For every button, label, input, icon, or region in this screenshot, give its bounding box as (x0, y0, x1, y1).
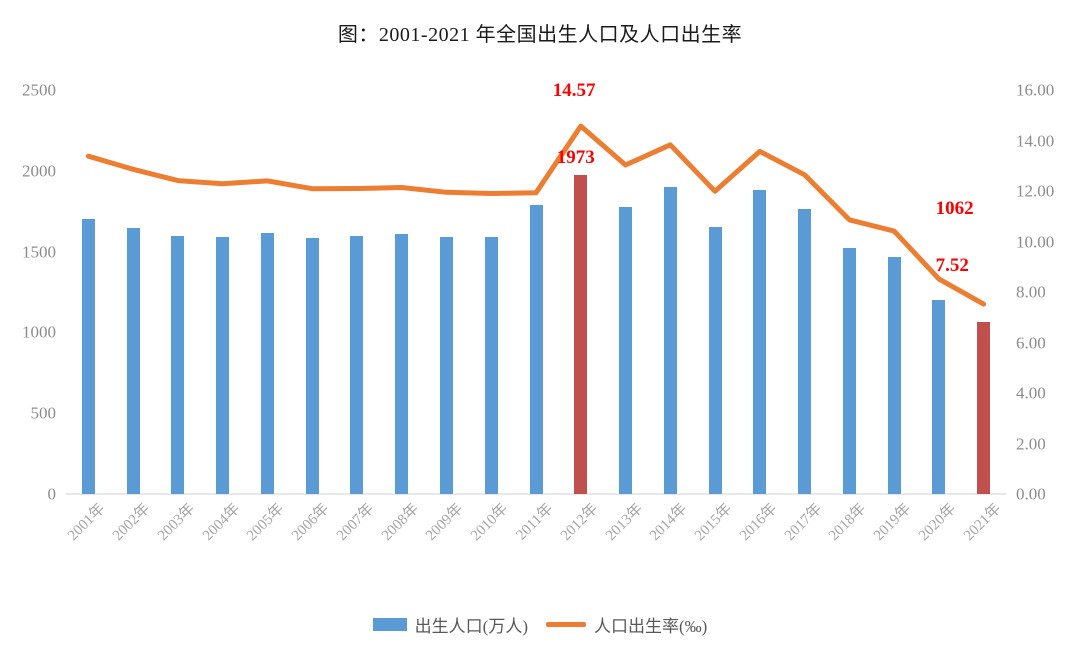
x-axis-labels: 2001年 2002年 2003年 2004年 2005年 2006年 2007年 2008年… (65, 498, 1006, 588)
bar-2021年[interactable] (977, 322, 991, 494)
bar-2020年[interactable] (932, 300, 946, 494)
legend-label-birth-population: 出生人口(万人) (414, 617, 528, 636)
x-axis-baseline (66, 493, 1006, 495)
bar-2005年[interactable] (260, 232, 274, 494)
annotation-population-2021年: 1062 (935, 198, 974, 220)
bar-2017年[interactable] (798, 208, 812, 494)
legend-item-birth-population[interactable]: 出生人口(万人) (372, 612, 528, 637)
bar-2013年[interactable] (619, 207, 633, 494)
y-axis-right-tick: 4.00 (1016, 383, 1046, 403)
bar-2011年[interactable] (529, 205, 543, 494)
chart-legend: 出生人口(万人) 人口出生率(‰) (0, 612, 1080, 637)
bar-2009年[interactable] (439, 236, 453, 494)
y-axis-left-tick: 1500 (22, 242, 56, 262)
bar-2014年[interactable] (663, 187, 677, 494)
bar-2003年[interactable] (171, 235, 185, 494)
bar-swatch-icon (372, 618, 407, 631)
y-axis-left-tick: 0 (47, 484, 57, 504)
bar-2006年[interactable] (305, 237, 319, 494)
bar-2018年[interactable] (842, 247, 856, 494)
y-axis-left-tick: 1000 (22, 322, 56, 342)
plot-area: 14.57 1973 7.52 1062 (66, 81, 1006, 494)
legend-label-birth-rate: 人口出生率(‰) (594, 617, 708, 636)
bar-2001年[interactable] (81, 218, 95, 494)
bar-2015年[interactable] (708, 226, 722, 494)
line-swatch-icon (546, 622, 586, 627)
y-axis-right-tick: 12.00 (1016, 181, 1055, 201)
bar-2019年[interactable] (887, 257, 901, 494)
y-axis-left-tick: 2500 (22, 80, 56, 100)
y-axis-right-tick: 10.00 (1016, 232, 1055, 251)
bar-2016年[interactable] (753, 189, 767, 494)
chart-title: 图：2001-2021 年全国出生人口及人口出生率 (337, 24, 743, 46)
bar-2004年[interactable] (216, 236, 230, 494)
y-axis-right-tick: 14.00 (1016, 131, 1055, 150)
bar-2002年[interactable] (126, 227, 140, 494)
annotation-rate-2012年: 14.57 (552, 80, 596, 102)
annotation-rate-2021年: 7.52 (935, 255, 969, 277)
y-axis-right-tick: 6.00 (1016, 333, 1046, 352)
bar-2007年[interactable] (350, 236, 364, 494)
bar-2008年[interactable] (395, 234, 409, 494)
y-axis-right-tick: 16.00 (1016, 80, 1055, 100)
birth-rate-line-series (85, 123, 987, 307)
y-axis-left-tick: 2000 (22, 161, 56, 181)
y-axis-left-tick: 500 (30, 403, 57, 423)
birth-rate-polyline (85, 123, 987, 307)
bar-2012年[interactable] (574, 175, 588, 494)
bar-2010年[interactable] (484, 236, 498, 494)
y-axis-right-tick: 8.00 (1016, 282, 1046, 302)
y-axis-right-tick: 2.00 (1016, 434, 1046, 453)
y-axis-right-tick: 0.00 (1016, 484, 1046, 504)
legend-item-birth-rate[interactable]: 人口出生率(‰) (546, 612, 707, 637)
annotation-population-2012年: 1973 (556, 147, 595, 169)
